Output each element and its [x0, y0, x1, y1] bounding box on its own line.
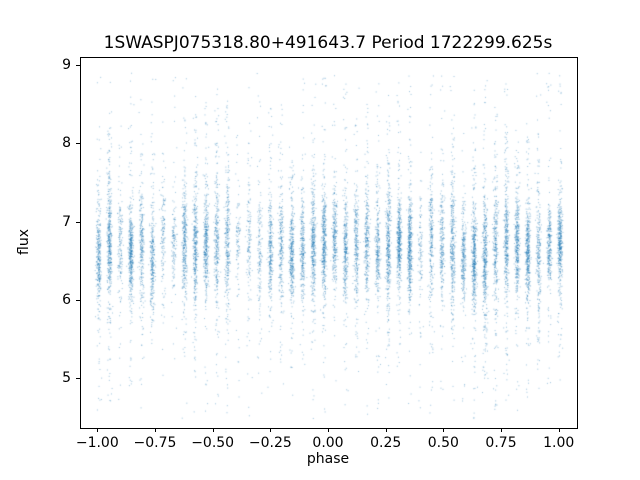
x-tick-mark	[154, 428, 156, 432]
y-tick-label: 9	[62, 56, 71, 73]
y-axis-label: flux	[16, 229, 32, 255]
y-tick-mark	[76, 221, 80, 223]
x-tick-mark	[385, 428, 387, 432]
x-tick-label: −1.00	[75, 435, 119, 451]
x-tick-label: 0.75	[485, 435, 517, 451]
x-tick-mark	[501, 428, 503, 432]
x-tick-mark	[443, 428, 445, 432]
y-tick-label: 7	[62, 213, 71, 230]
x-axis-label: phase	[306, 451, 350, 467]
y-tick-label: 8	[62, 135, 71, 152]
x-tick-mark	[270, 428, 272, 432]
y-tick-mark	[76, 300, 80, 301]
x-tick-label: 0.50	[427, 435, 459, 451]
x-tick-label: −0.75	[133, 435, 177, 451]
x-tick-label: −0.25	[248, 435, 292, 451]
x-tick-label: −0.50	[191, 435, 235, 451]
y-tick-mark	[76, 378, 80, 380]
y-tick-label: 6	[62, 292, 71, 308]
y-tick-mark	[76, 143, 80, 145]
x-tick-mark	[97, 428, 99, 432]
plot-area	[80, 57, 578, 429]
x-tick-label: 0.25	[370, 435, 402, 451]
x-tick-mark	[558, 428, 560, 432]
chart-title: 1SWASPJ075318.80+491643.7 Period 1722299…	[103, 33, 553, 53]
x-tick-label: 1.00	[543, 435, 575, 451]
y-tick-label: 5	[62, 370, 71, 387]
x-tick-mark	[212, 428, 214, 432]
x-tick-mark	[328, 428, 329, 432]
x-tick-label: 0.00	[312, 435, 344, 451]
scatter-points-canvas	[81, 58, 577, 428]
y-tick-mark	[76, 64, 80, 66]
